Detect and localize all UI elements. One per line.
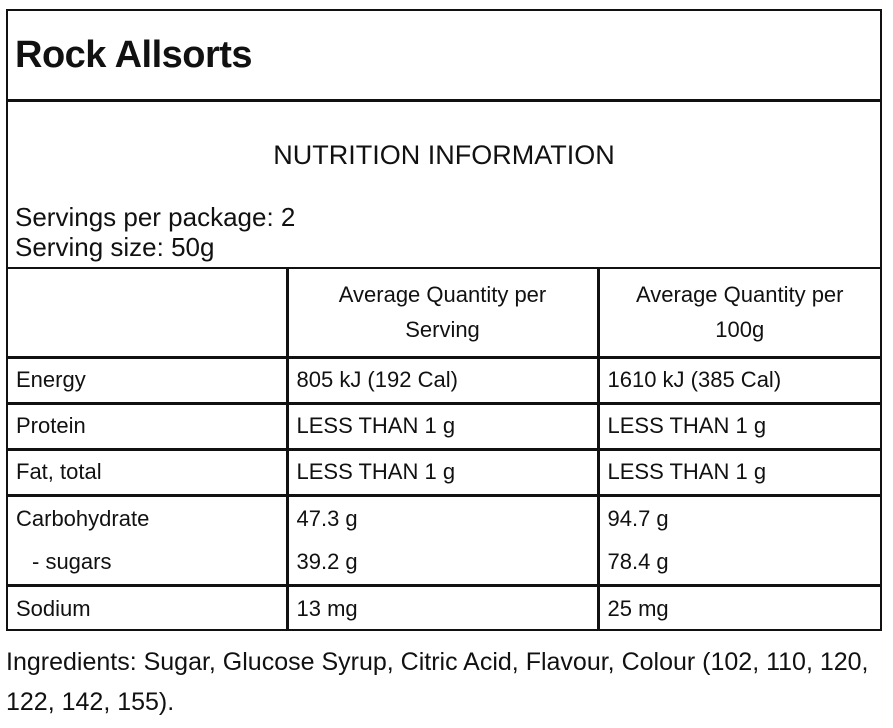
per-100g-value: LESS THAN 1 g — [596, 447, 880, 495]
per-serving-value: 13 mg — [285, 583, 598, 631]
nutrition-table: Average Quantity per Serving Average Qua… — [8, 269, 880, 631]
per-serving-value: 47.3 g — [285, 493, 598, 541]
nutrition-panel: Rock Allsorts NUTRITION INFORMATION Serv… — [6, 9, 882, 631]
product-title: Rock Allsorts — [15, 33, 253, 76]
per-serving-value: LESS THAN 1 g — [285, 447, 598, 495]
nutrient-name: Protein — [8, 401, 287, 449]
per-100g-value: 78.4 g — [596, 541, 880, 585]
nutrient-name: Fat, total — [8, 447, 287, 495]
table-row-energy: Energy 805 kJ (192 Cal) 1610 kJ (385 Cal… — [8, 357, 880, 403]
nutrient-name: Sodium — [8, 583, 287, 631]
nutrition-heading: NUTRITION INFORMATION — [273, 140, 615, 170]
nutrient-name: - sugars — [32, 549, 112, 575]
per-serving-value: LESS THAN 1 g — [285, 401, 598, 449]
per-100g-value: 1610 kJ (385 Cal) — [596, 357, 880, 403]
nutrient-name: Carbohydrate — [8, 493, 287, 541]
table-row-protein: Protein LESS THAN 1 g LESS THAN 1 g — [8, 401, 880, 449]
header-per-100g: Average Quantity per 100g — [596, 269, 880, 359]
serving-size: Serving size: 50g — [15, 232, 215, 262]
nutrient-name: Energy — [16, 367, 86, 392]
header-per-serving: Average Quantity per Serving — [285, 269, 598, 359]
ingredients-text: Ingredients: Sugar, Glucose Syrup, Citri… — [6, 648, 869, 716]
table-row-sugars: - sugars 39.2 g 78.4 g — [8, 541, 880, 585]
table-row-fat: Fat, total LESS THAN 1 g LESS THAN 1 g — [8, 447, 880, 495]
table-header-row: Average Quantity per Serving Average Qua… — [8, 269, 880, 359]
title-row: Rock Allsorts — [8, 11, 880, 102]
per-100g-value: 25 mg — [596, 583, 880, 631]
nutrition-info-block: NUTRITION INFORMATION Servings per packa… — [8, 102, 880, 269]
per-100g-value: 94.7 g — [596, 493, 880, 541]
per-100g-value: LESS THAN 1 g — [596, 401, 880, 449]
table-row-carbohydrate: Carbohydrate 47.3 g 94.7 g — [8, 493, 880, 541]
per-serving-value: 805 kJ (192 Cal) — [285, 357, 598, 403]
per-serving-value: 39.2 g — [285, 541, 598, 585]
header-nutrient — [8, 269, 287, 359]
servings-per-package: Servings per package: 2 — [15, 202, 296, 232]
table-row-sodium: Sodium 13 mg 25 mg — [8, 583, 880, 631]
